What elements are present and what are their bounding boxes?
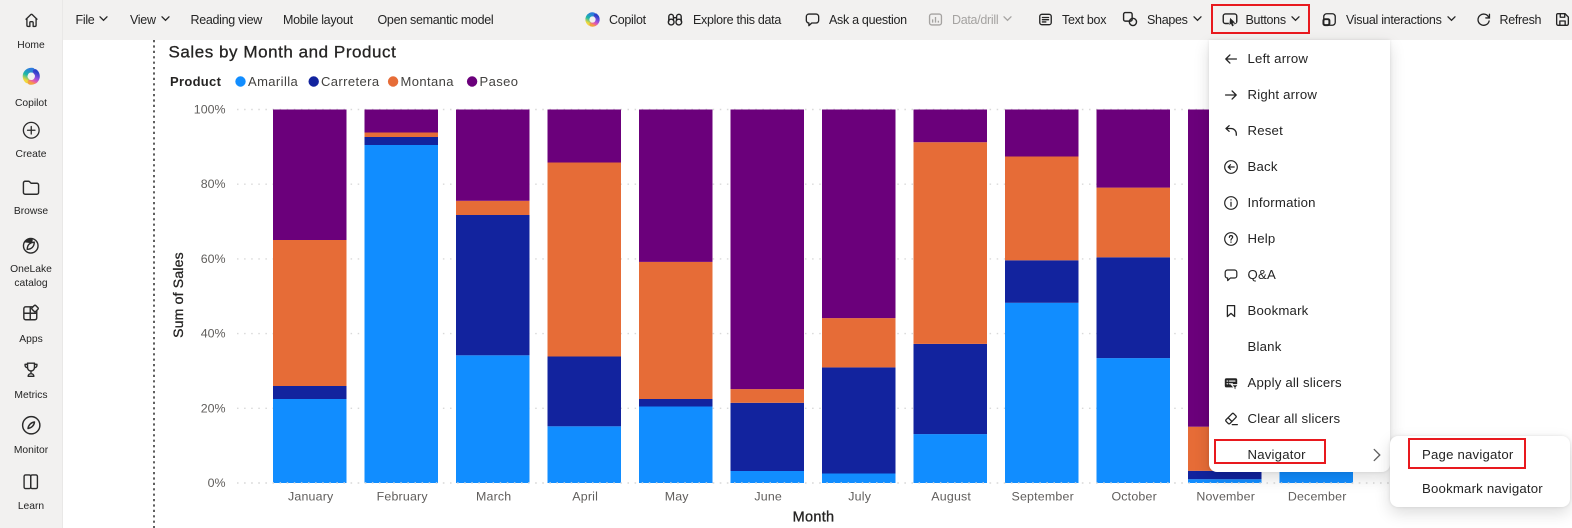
svg-text:January: January	[288, 490, 334, 504]
svg-text:September: September	[1011, 490, 1073, 504]
svg-text:Amarilla: Amarilla	[248, 74, 299, 89]
svg-text:Sum of Sales: Sum of Sales	[170, 252, 186, 338]
svg-text:Sales by Month and Product: Sales by Month and Product	[169, 43, 397, 62]
svg-text:100%: 100%	[194, 103, 226, 117]
svg-text:Paseo: Paseo	[480, 74, 519, 89]
svg-text:May: May	[665, 490, 690, 504]
svg-text:Montana: Montana	[401, 74, 455, 89]
svg-text:December: December	[1288, 490, 1347, 504]
svg-text:November: November	[1196, 490, 1255, 504]
svg-text:March: March	[476, 490, 511, 504]
svg-text:February: February	[377, 490, 429, 504]
svg-text:0%: 0%	[208, 476, 226, 490]
svg-text:80%: 80%	[201, 177, 226, 191]
svg-text:October: October	[1111, 490, 1156, 504]
svg-text:20%: 20%	[201, 401, 226, 415]
svg-text:60%: 60%	[201, 252, 226, 266]
svg-text:40%: 40%	[201, 327, 226, 341]
svg-text:Month: Month	[793, 510, 835, 526]
svg-text:Product: Product	[170, 74, 222, 89]
svg-text:June: June	[754, 490, 782, 504]
svg-text:April: April	[572, 490, 598, 504]
svg-text:August: August	[931, 490, 971, 504]
svg-text:Carretera: Carretera	[321, 74, 380, 89]
svg-text:July: July	[848, 490, 871, 504]
